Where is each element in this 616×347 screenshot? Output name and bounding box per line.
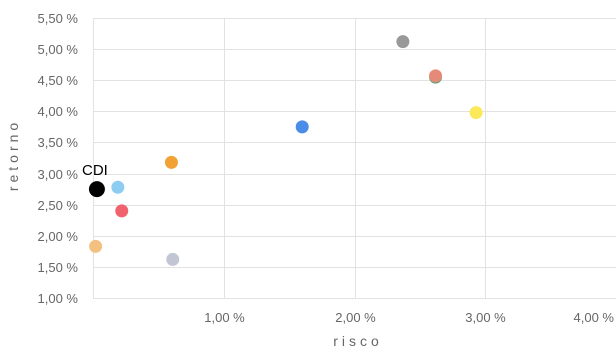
y-tick-label: 4,00 %: [38, 104, 79, 119]
y-tick-label: 3,00 %: [38, 167, 79, 182]
data-point: [429, 69, 443, 83]
data-point: [396, 35, 410, 49]
y-axis-title: retorno: [5, 119, 21, 191]
y-tick-label: 5,50 %: [38, 11, 79, 26]
data-point: [115, 204, 129, 218]
y-tick-label: 5,00 %: [38, 42, 79, 57]
data-point: [89, 239, 103, 253]
x-tick-label: 2,00 %: [335, 310, 376, 325]
grid: [93, 18, 616, 299]
x-axis-title: risco: [333, 333, 383, 347]
data-point: [111, 180, 125, 194]
data-point: [295, 120, 309, 134]
data-point: [164, 155, 178, 169]
tick-labels: 1,00 % 1,50 % 2,00 % 2,50 % 3,00 % 3,50 % 4,00…: [38, 11, 615, 325]
x-tick-label: 3,00 %: [465, 310, 506, 325]
data-point: [166, 252, 180, 266]
y-tick-label: 3,50 %: [38, 135, 79, 150]
y-tick-label: 4,50 %: [38, 73, 79, 88]
data-points: [88, 35, 483, 266]
x-tick-label: 4,00 %: [574, 310, 615, 325]
data-point: [88, 181, 105, 198]
y-tick-label: 2,00 %: [38, 229, 79, 244]
data-point: [469, 106, 483, 120]
y-tick-label: 1,00 %: [38, 291, 79, 306]
y-tick-label: 2,50 %: [38, 198, 79, 213]
y-tick-label: 1,50 %: [38, 260, 79, 275]
point-labels: CDI: [82, 162, 108, 179]
point-label: CDI: [82, 162, 108, 179]
x-tick-label: 1,00 %: [204, 310, 245, 325]
